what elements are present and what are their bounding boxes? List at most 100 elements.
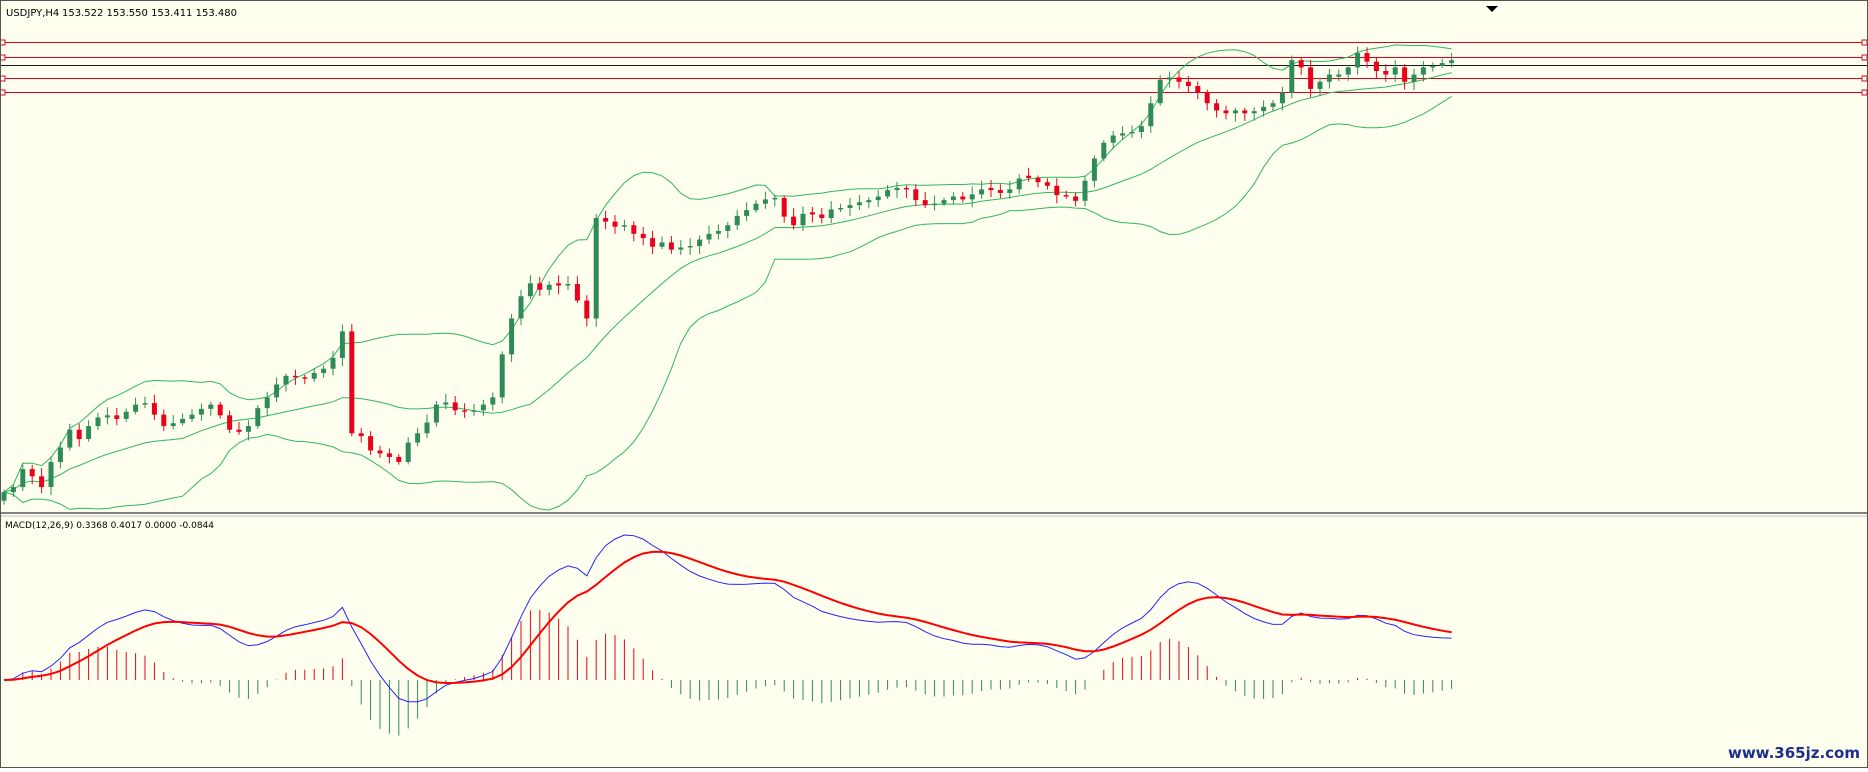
candle-body: [396, 456, 402, 462]
level-handle-left[interactable]: [0, 89, 6, 96]
candle: [1101, 140, 1107, 162]
candle-body: [762, 199, 768, 204]
candle-body: [471, 410, 477, 412]
candle: [358, 428, 364, 443]
candle-body: [86, 426, 92, 439]
candle: [180, 413, 186, 426]
candle: [424, 414, 430, 439]
candle: [706, 225, 712, 245]
candle: [1082, 175, 1088, 207]
candle: [875, 190, 881, 207]
candle: [236, 421, 242, 435]
level-handle-right[interactable]: [1861, 75, 1868, 82]
candle-body: [480, 404, 486, 411]
candle: [509, 313, 515, 363]
candle-body: [198, 408, 204, 415]
candle-body: [1214, 103, 1220, 111]
candle: [292, 369, 298, 385]
candle: [1279, 87, 1285, 111]
candle: [518, 289, 524, 326]
candle-body: [1373, 61, 1379, 71]
candle-body: [1279, 92, 1285, 104]
candle-body: [809, 212, 815, 215]
candle: [922, 191, 928, 209]
candle-body: [509, 318, 515, 355]
candle: [462, 403, 468, 418]
candle-body: [1120, 133, 1126, 136]
candle-body: [715, 230, 721, 234]
candle: [1270, 100, 1276, 112]
candle-body: [725, 225, 731, 231]
candle: [941, 197, 947, 207]
candle-body: [1223, 110, 1229, 114]
chart-shift-marker-icon[interactable]: [1486, 6, 1498, 12]
candle-body: [650, 238, 656, 247]
candle: [828, 201, 834, 224]
candle-body: [1364, 53, 1370, 62]
candle: [1185, 75, 1191, 93]
candle: [687, 237, 693, 255]
candle-body: [593, 218, 599, 319]
level-handle-right[interactable]: [1861, 54, 1868, 61]
candle: [631, 221, 637, 242]
level-handle-right[interactable]: [1861, 89, 1868, 96]
candle: [330, 351, 336, 376]
candle: [612, 215, 618, 234]
candle-body: [39, 476, 45, 488]
candle: [405, 437, 411, 465]
candle-body: [236, 429, 242, 432]
level-handle-right[interactable]: [1861, 39, 1868, 46]
candle: [800, 206, 806, 232]
candle: [997, 184, 1003, 199]
candle: [245, 420, 251, 441]
candle-body: [1289, 60, 1295, 93]
candle: [781, 195, 787, 223]
candle: [697, 235, 703, 255]
candle-body: [133, 404, 139, 412]
candle-body: [76, 429, 82, 439]
candle: [593, 214, 599, 327]
candle: [490, 392, 496, 411]
candle: [1035, 175, 1041, 188]
candle: [1054, 178, 1060, 204]
candle: [386, 448, 392, 464]
level-handle-left[interactable]: [0, 54, 6, 61]
candle: [1298, 56, 1304, 75]
candle-body: [292, 375, 298, 378]
candle-body: [941, 200, 947, 204]
candle: [161, 409, 167, 432]
candle: [556, 275, 562, 295]
candle-body: [452, 402, 458, 411]
candle-body: [208, 404, 214, 409]
candle-body: [1317, 81, 1323, 89]
candle-body: [612, 221, 618, 227]
candle-body: [386, 453, 392, 457]
candle-body: [734, 215, 740, 226]
candle-body: [1439, 63, 1445, 66]
candle-body: [640, 233, 646, 239]
candle-body: [405, 442, 411, 462]
candle: [950, 192, 956, 205]
candle: [86, 420, 92, 442]
candle-body: [1195, 86, 1201, 93]
candle: [1364, 47, 1370, 68]
candle-body: [678, 247, 684, 250]
candle-body: [875, 196, 881, 201]
candle-body: [1345, 67, 1351, 75]
candle: [311, 368, 317, 382]
candle: [302, 374, 308, 385]
level-handle-left[interactable]: [0, 39, 6, 46]
candle: [499, 351, 505, 404]
candle-body: [1129, 131, 1135, 134]
candle-body: [800, 213, 806, 226]
candle: [480, 399, 486, 416]
level-handle-left[interactable]: [0, 75, 6, 82]
candle-body: [668, 242, 674, 250]
candle: [48, 456, 54, 496]
candle-body: [866, 200, 872, 203]
candle-body: [791, 216, 797, 226]
candle: [95, 412, 101, 431]
